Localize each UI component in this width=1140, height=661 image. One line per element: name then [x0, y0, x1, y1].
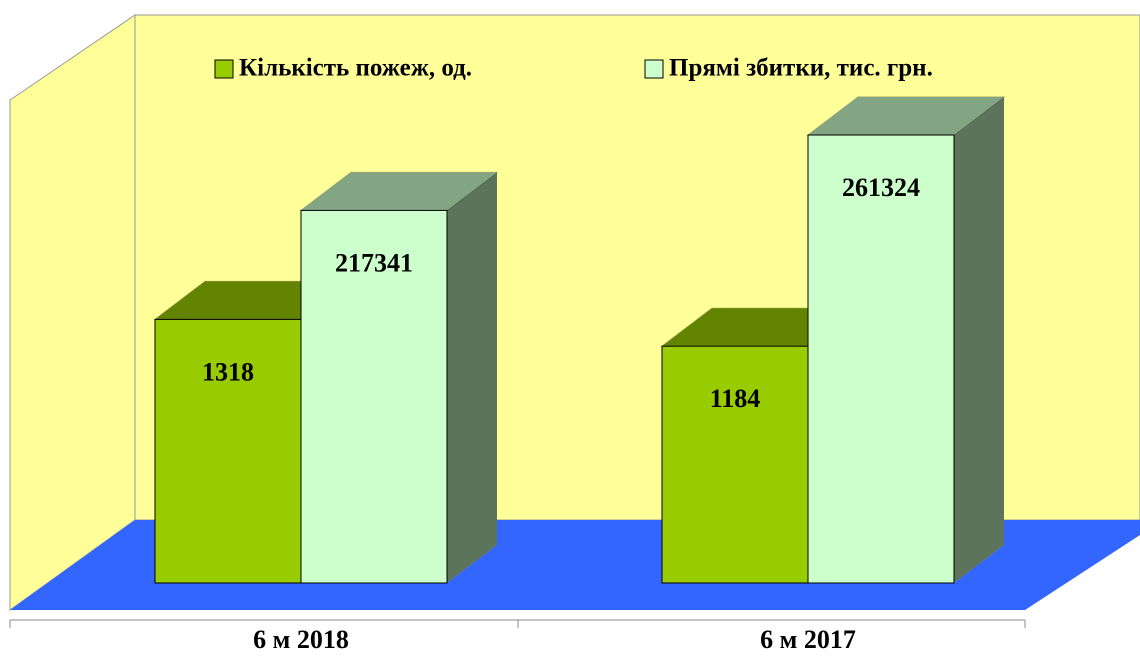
value-label: 261324	[842, 173, 920, 202]
bar-side-shade	[954, 97, 1004, 584]
bar-top	[808, 97, 1004, 136]
bar	[807, 134, 955, 584]
legend-label: Кількість пожеж, од.	[239, 55, 472, 82]
x-tick-label: 6 м 2018	[253, 625, 349, 654]
bar-side-shade	[447, 172, 497, 583]
value-label: 1184	[710, 384, 761, 413]
legend-swatch	[214, 59, 234, 79]
bar-top	[301, 172, 497, 211]
legend-label: Прямі збитки, тис. грн.	[669, 55, 933, 82]
bar	[300, 209, 448, 584]
value-label: 1318	[202, 357, 254, 386]
bar	[154, 318, 302, 584]
legend-swatch	[644, 59, 664, 79]
bar	[661, 345, 809, 584]
x-tick-label: 6 м 2017	[760, 625, 856, 654]
left-wall	[9, 14, 136, 611]
value-label: 217341	[335, 248, 413, 277]
